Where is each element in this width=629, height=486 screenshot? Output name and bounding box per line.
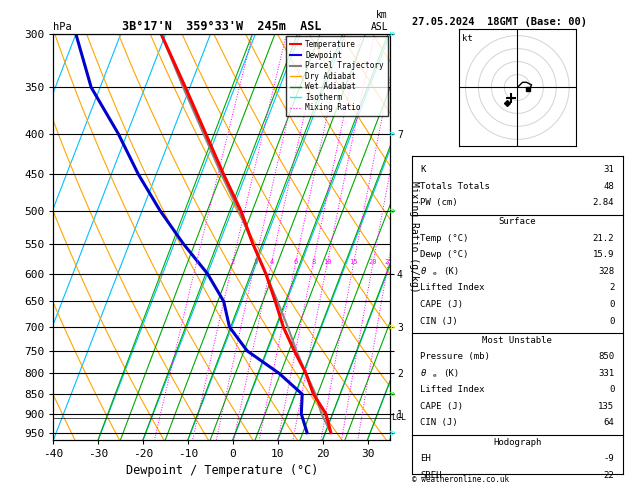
Text: 2: 2 [609, 283, 615, 293]
Text: Lifted Index: Lifted Index [420, 283, 485, 293]
Text: 2.84: 2.84 [593, 198, 615, 207]
Text: 22: 22 [604, 470, 615, 480]
Text: CAPE (J): CAPE (J) [420, 402, 464, 411]
Text: Surface: Surface [499, 217, 536, 226]
Text: »: » [389, 428, 396, 437]
Text: SREH: SREH [420, 470, 442, 480]
Text: »: » [389, 389, 396, 399]
Text: Totals Totals: Totals Totals [420, 182, 490, 191]
Text: 4: 4 [270, 259, 274, 265]
Text: Temp (°C): Temp (°C) [420, 234, 469, 243]
Text: e: e [433, 373, 437, 378]
Text: 15: 15 [350, 259, 358, 265]
Text: 0: 0 [609, 300, 615, 309]
Text: 0: 0 [609, 316, 615, 326]
Text: CAPE (J): CAPE (J) [420, 300, 464, 309]
Text: »: » [389, 206, 396, 216]
Y-axis label: Mixing Ratio (g/kg): Mixing Ratio (g/kg) [409, 181, 420, 293]
Text: K: K [420, 165, 426, 174]
Text: 48: 48 [604, 182, 615, 191]
Text: »: » [389, 29, 396, 39]
Text: »: » [389, 322, 396, 332]
Text: PW (cm): PW (cm) [420, 198, 458, 207]
Text: 1: 1 [194, 259, 199, 265]
Text: 25: 25 [384, 259, 392, 265]
Text: »: » [389, 128, 396, 139]
Text: Most Unstable: Most Unstable [482, 336, 552, 345]
Text: LCL: LCL [391, 413, 406, 422]
Text: hPa: hPa [53, 21, 72, 32]
Title: 3B°17'N  359°33'W  245m  ASL: 3B°17'N 359°33'W 245m ASL [122, 20, 321, 33]
Text: Lifted Index: Lifted Index [420, 385, 485, 394]
Text: Hodograph: Hodograph [493, 437, 542, 447]
Text: Dewp (°C): Dewp (°C) [420, 250, 469, 260]
Text: e: e [433, 271, 437, 276]
Text: (K): (K) [443, 267, 460, 276]
Text: CIN (J): CIN (J) [420, 418, 458, 428]
Text: 27.05.2024  18GMT (Base: 00): 27.05.2024 18GMT (Base: 00) [412, 17, 587, 27]
Text: 328: 328 [598, 267, 615, 276]
X-axis label: Dewpoint / Temperature (°C): Dewpoint / Temperature (°C) [126, 465, 318, 477]
Text: -9: -9 [604, 454, 615, 463]
Text: 135: 135 [598, 402, 615, 411]
Text: 0: 0 [609, 385, 615, 394]
Text: 850: 850 [598, 352, 615, 361]
Text: θ: θ [420, 369, 426, 378]
Text: kt: kt [462, 35, 472, 43]
Text: 2: 2 [231, 259, 235, 265]
Text: 15.9: 15.9 [593, 250, 615, 260]
Text: CIN (J): CIN (J) [420, 316, 458, 326]
Text: θ: θ [420, 267, 426, 276]
Text: 31: 31 [604, 165, 615, 174]
Text: 3: 3 [253, 259, 257, 265]
Text: 6: 6 [294, 259, 298, 265]
Text: 8: 8 [311, 259, 316, 265]
Text: © weatheronline.co.uk: © weatheronline.co.uk [412, 474, 509, 484]
Text: Pressure (mb): Pressure (mb) [420, 352, 490, 361]
Text: EH: EH [420, 454, 431, 463]
Text: 20: 20 [369, 259, 377, 265]
Text: (K): (K) [443, 369, 460, 378]
Text: 64: 64 [604, 418, 615, 428]
Text: 331: 331 [598, 369, 615, 378]
Text: 21.2: 21.2 [593, 234, 615, 243]
Text: 10: 10 [323, 259, 331, 265]
Text: km
ASL: km ASL [370, 10, 388, 32]
Legend: Temperature, Dewpoint, Parcel Trajectory, Dry Adiabat, Wet Adiabat, Isotherm, Mi: Temperature, Dewpoint, Parcel Trajectory… [286, 36, 387, 116]
